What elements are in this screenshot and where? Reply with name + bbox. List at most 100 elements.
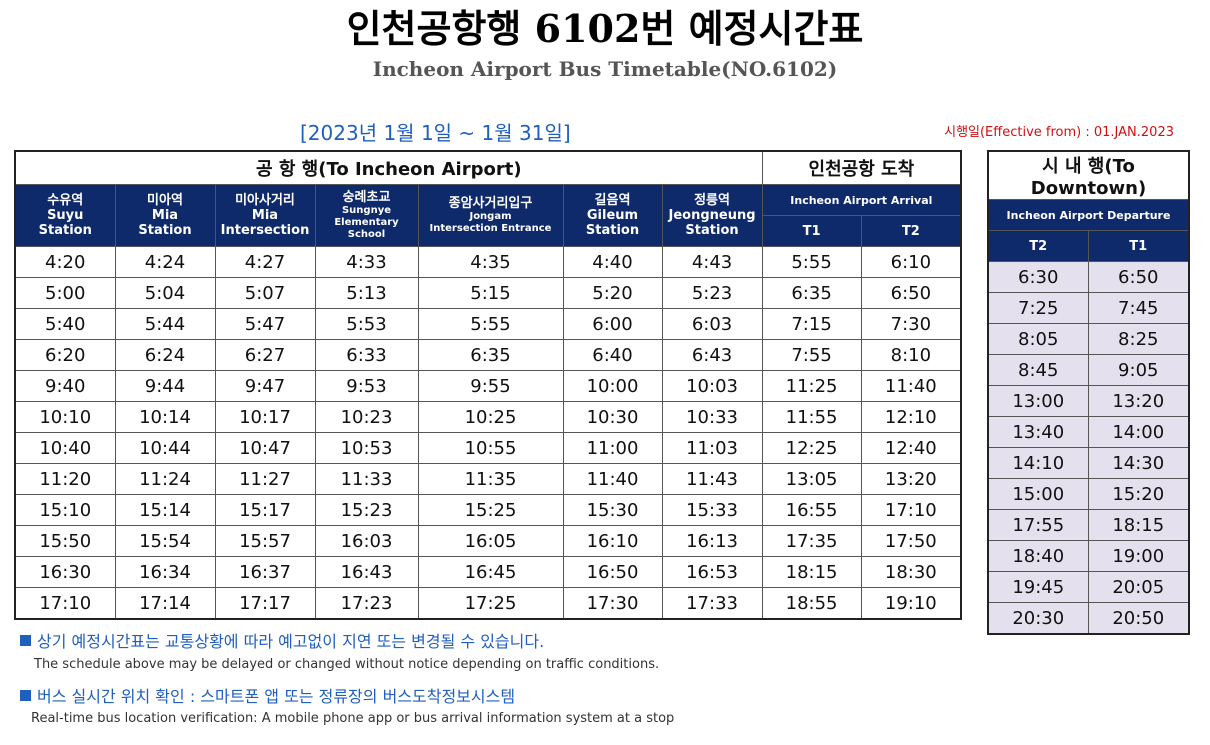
station-header: 길음역 Gileum Station — [562, 184, 663, 247]
arrival-subheading: Incheon Airport Arrival — [761, 184, 962, 216]
time-cell: 16:05 — [417, 525, 564, 557]
terminal-header: T1 — [761, 215, 862, 247]
time-cell: 13:20 — [860, 463, 962, 495]
table-row: 5:00 5:04 5:07 5:13 5:15 5:20 5:23 6:35 6:50 — [14, 277, 962, 309]
terminal-header: T2 — [860, 215, 962, 247]
time-cell: 5:04 — [114, 277, 216, 309]
time-cell: 13:40 — [987, 416, 1089, 448]
time-cell: 9:53 — [314, 370, 419, 402]
table-row: 10:40 10:44 10:47 10:53 10:55 11:00 11:03 12:25… — [14, 432, 962, 464]
table-row: 15:00 15:20 — [987, 478, 1190, 510]
time-cell: 13:20 — [1087, 385, 1190, 417]
station-header: 정릉역 Jeongneung Station — [661, 184, 763, 247]
time-cell: 11:03 — [661, 432, 763, 464]
time-cell: 4:27 — [214, 246, 316, 278]
time-cell: 6:33 — [314, 339, 419, 371]
time-cell: 16:53 — [661, 556, 763, 588]
time-cell: 7:15 — [761, 308, 862, 340]
time-cell: 15:17 — [214, 494, 316, 526]
departure-subheading: Incheon Airport Departure — [987, 199, 1190, 231]
time-cell: 10:23 — [314, 401, 419, 433]
time-cell: 5:00 — [14, 277, 116, 309]
station-name-en: Elementary School — [334, 217, 399, 240]
station-name-en: Jongam — [469, 211, 512, 222]
time-cell: 18:30 — [860, 556, 962, 588]
time-cell: 15:54 — [114, 525, 216, 557]
table-row: 16:30 16:34 16:37 16:43 16:45 16:50 16:53 18:15… — [14, 556, 962, 588]
time-cell: 7:55 — [761, 339, 862, 371]
time-cell: 8:10 — [860, 339, 962, 371]
square-bullet-icon — [20, 690, 31, 701]
time-cell: 16:13 — [661, 525, 763, 557]
to-airport-table: 공 항 행(To Incheon Airport) 인천공항 도착 수유역 Suy… — [14, 150, 963, 620]
time-cell: 13:05 — [761, 463, 862, 495]
time-cell: 10:00 — [562, 370, 663, 402]
time-cell: 6:40 — [562, 339, 663, 371]
time-cell: 11:25 — [761, 370, 862, 402]
table-row: 13:00 13:20 — [987, 385, 1190, 417]
time-cell: 12:40 — [860, 432, 962, 464]
time-cell: 20:50 — [1087, 602, 1190, 635]
station-name-ko: 미아역 — [147, 193, 183, 208]
table-row: 4:20 4:24 4:27 4:33 4:35 4:40 4:43 5:55 6:10 — [14, 246, 962, 278]
time-cell: 11:00 — [562, 432, 663, 464]
notice-delay-en: The schedule above may be delayed or cha… — [34, 657, 660, 672]
time-cell: 17:55 — [987, 509, 1089, 541]
effective-period: [2023년 1월 1일 ~ 1월 31일] — [300, 121, 571, 145]
time-cell: 7:45 — [1087, 292, 1190, 324]
page-subtitle: Incheon Airport Bus Timetable(NO.6102) — [372, 57, 838, 81]
time-cell: 9:40 — [14, 370, 116, 402]
time-cell: 6:30 — [987, 261, 1089, 293]
table-row: 15:50 15:54 15:57 16:03 16:05 16:10 16:13 17:35… — [14, 525, 962, 557]
time-cell: 4:35 — [417, 246, 564, 278]
time-cell: 20:05 — [1087, 571, 1190, 603]
time-cell: 5:44 — [114, 308, 216, 340]
time-cell: 12:10 — [860, 401, 962, 433]
station-name-en: Station — [685, 223, 739, 238]
time-cell: 15:20 — [1087, 478, 1190, 510]
time-cell: 17:35 — [761, 525, 862, 557]
station-header: 수유역 Suyu Station — [14, 184, 116, 247]
time-cell: 11:35 — [417, 463, 564, 495]
time-cell: 20:30 — [987, 602, 1089, 635]
table-row: 8:05 8:25 — [987, 323, 1190, 355]
effective-date: 시행일(Effective from) : 01.JAN.2023 — [944, 125, 1174, 140]
time-cell: 16:43 — [314, 556, 419, 588]
time-cell: 6:27 — [214, 339, 316, 371]
time-cell: 5:20 — [562, 277, 663, 309]
station-name-ko: 종암사거리입구 — [448, 196, 533, 211]
station-name-ko: 미아사거리 — [235, 193, 295, 208]
time-cell: 17:17 — [214, 587, 316, 620]
table-row: 11:20 11:24 11:27 11:33 11:35 11:40 11:43 13:05… — [14, 463, 962, 495]
time-cell: 9:44 — [114, 370, 216, 402]
time-cell: 17:14 — [114, 587, 216, 620]
time-cell: 10:55 — [417, 432, 564, 464]
time-cell: 17:30 — [562, 587, 663, 620]
station-name-ko: 길음역 — [594, 193, 631, 208]
time-cell: 17:25 — [417, 587, 564, 620]
station-name-en: Intersection — [220, 223, 310, 238]
time-cell: 17:50 — [860, 525, 962, 557]
time-cell: 14:00 — [1087, 416, 1190, 448]
station-header: 숭례초교 Sungnye Elementary School — [314, 184, 419, 247]
time-cell: 16:30 — [14, 556, 116, 588]
time-cell: 16:34 — [114, 556, 216, 588]
table-row: 17:10 17:14 17:17 17:23 17:25 17:30 17:33 18:55… — [14, 587, 962, 620]
time-cell: 15:00 — [987, 478, 1089, 510]
notice-realtime: 버스 실시간 위치 확인 : 스마트폰 앱 또는 정류장의 버스도착정보시스템 — [20, 686, 515, 708]
station-name-ko: 숭례초교 — [342, 190, 391, 205]
time-cell: 11:55 — [761, 401, 862, 433]
time-cell: 9:47 — [214, 370, 316, 402]
time-cell: 10:53 — [314, 432, 419, 464]
time-cell: 7:25 — [987, 292, 1089, 324]
time-cell: 15:57 — [214, 525, 316, 557]
time-cell: 5:55 — [761, 246, 862, 278]
time-cell: 16:37 — [214, 556, 316, 588]
time-cell: 6:20 — [14, 339, 116, 371]
station-name-en: Station — [138, 223, 192, 238]
terminal-header: T2 — [987, 230, 1089, 262]
station-name-en: Intersection Entrance — [429, 223, 552, 234]
time-cell: 9:05 — [1087, 354, 1190, 386]
time-cell: 11:40 — [860, 370, 962, 402]
time-cell: 11:20 — [14, 463, 116, 495]
